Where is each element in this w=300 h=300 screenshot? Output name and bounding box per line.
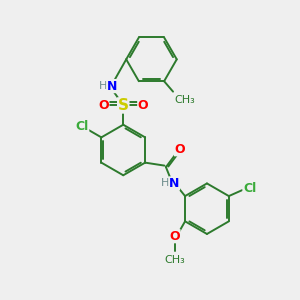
Text: S: S — [118, 98, 129, 113]
Text: H: H — [99, 81, 107, 91]
Text: CH₃: CH₃ — [164, 255, 185, 265]
Text: Cl: Cl — [243, 182, 256, 195]
Text: O: O — [169, 230, 180, 243]
Text: H: H — [160, 178, 169, 188]
Text: O: O — [138, 99, 148, 112]
Text: O: O — [98, 99, 109, 112]
Text: CH₃: CH₃ — [175, 94, 195, 105]
Text: N: N — [107, 80, 117, 93]
Text: N: N — [169, 177, 179, 190]
Text: O: O — [175, 143, 185, 156]
Text: Cl: Cl — [75, 120, 89, 133]
